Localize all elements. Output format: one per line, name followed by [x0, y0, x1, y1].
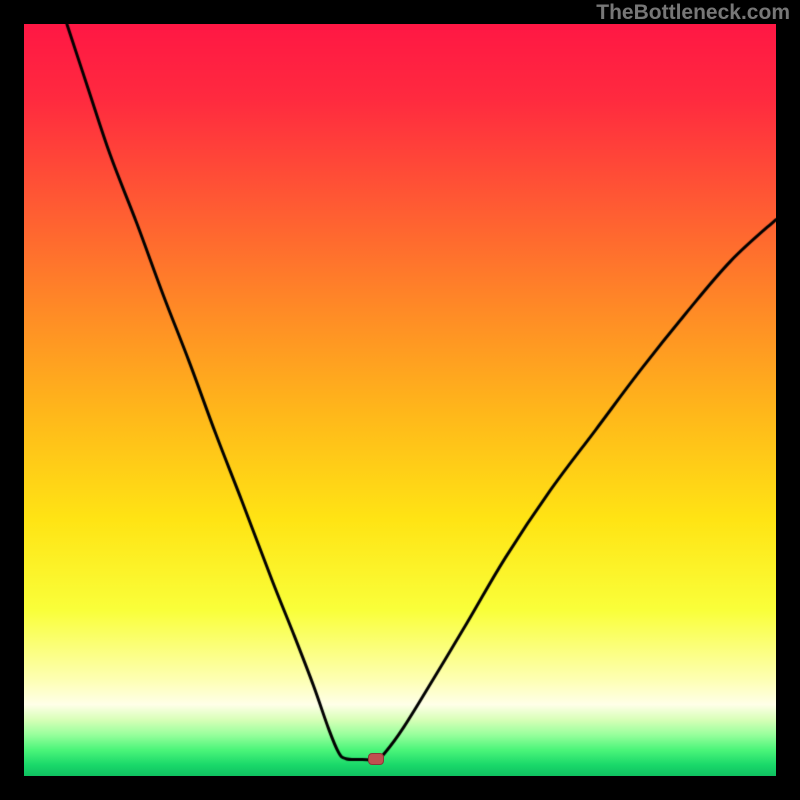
chart-curve-layer	[0, 0, 800, 800]
chart-minimum-marker	[368, 753, 384, 765]
chart-stage: TheBottleneck.com	[0, 0, 800, 800]
watermark-text: TheBottleneck.com	[596, 1, 790, 25]
